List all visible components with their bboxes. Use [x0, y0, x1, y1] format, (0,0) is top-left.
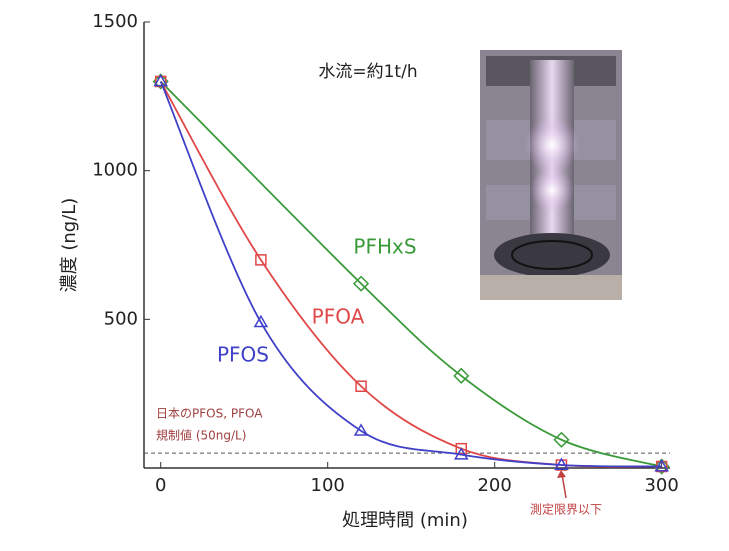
marker: [553, 431, 570, 448]
series-line: [160, 80, 662, 468]
series-label: PFHxS: [353, 235, 416, 259]
x-tick-label: 200: [477, 475, 511, 496]
marker: [355, 380, 367, 392]
x-tick-label: 100: [311, 475, 345, 496]
y-tick-label: 500: [104, 308, 138, 329]
marker: [153, 73, 169, 87]
arrow-head: [557, 470, 566, 478]
series-line: [159, 81, 662, 468]
marker: [554, 457, 569, 470]
marker: [654, 459, 669, 472]
threshold-label: 規制値 (50ng/L): [156, 428, 246, 443]
marker: [255, 254, 267, 266]
marker: [253, 314, 269, 328]
marker: [455, 442, 468, 455]
marker: [453, 447, 469, 460]
x-tick-label: 300: [644, 475, 678, 496]
arrow: [561, 473, 567, 499]
detection-label: 測定限界以下: [530, 502, 602, 517]
x-axis-label: 処理時間 (min): [342, 510, 468, 531]
y-tick-label: 1500: [92, 11, 138, 32]
threshold-label: 日本のPFOS, PFOA: [156, 407, 263, 421]
y-tick-label: 1000: [92, 160, 138, 181]
marker: [353, 423, 369, 436]
series-label: PFOS: [217, 343, 269, 367]
series-label: PFOA: [312, 305, 365, 329]
x-tick-label: 0: [155, 475, 166, 496]
marker: [453, 367, 470, 384]
photo: [480, 50, 622, 300]
annotation: 水流=約1t/h: [318, 62, 417, 82]
y-axis-label: 濃度 (ng/L): [59, 198, 80, 293]
marker: [353, 275, 370, 292]
